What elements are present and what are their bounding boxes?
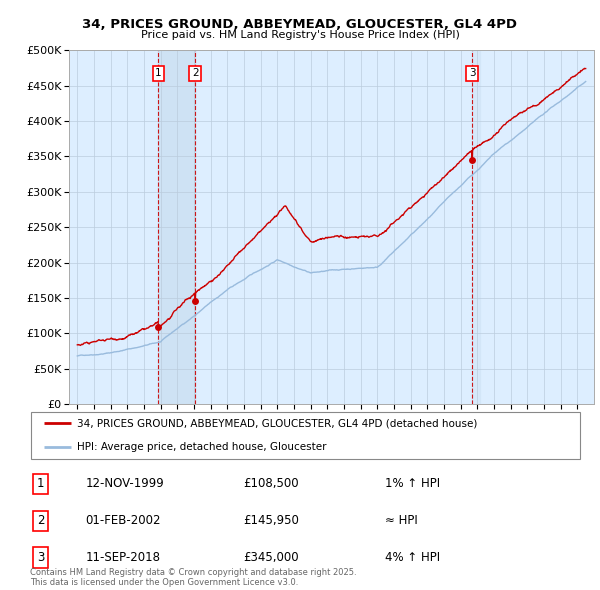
Text: 4% ↑ HPI: 4% ↑ HPI [385, 551, 440, 564]
Text: £345,000: £345,000 [244, 551, 299, 564]
Text: £145,950: £145,950 [244, 514, 299, 527]
Text: Contains HM Land Registry data © Crown copyright and database right 2025.
This d: Contains HM Land Registry data © Crown c… [30, 568, 356, 587]
Text: ≈ HPI: ≈ HPI [385, 514, 418, 527]
Text: HPI: Average price, detached house, Gloucester: HPI: Average price, detached house, Glou… [77, 442, 326, 453]
Text: 34, PRICES GROUND, ABBEYMEAD, GLOUCESTER, GL4 4PD (detached house): 34, PRICES GROUND, ABBEYMEAD, GLOUCESTER… [77, 418, 477, 428]
Text: Price paid vs. HM Land Registry's House Price Index (HPI): Price paid vs. HM Land Registry's House … [140, 30, 460, 40]
Bar [158, 50, 196, 404]
Text: 1: 1 [155, 68, 162, 78]
Text: 01-FEB-2002: 01-FEB-2002 [86, 514, 161, 527]
Text: 12-NOV-1999: 12-NOV-1999 [86, 477, 164, 490]
Text: 1: 1 [37, 477, 44, 490]
FancyBboxPatch shape [31, 412, 580, 459]
Text: 2: 2 [192, 68, 199, 78]
Text: 1% ↑ HPI: 1% ↑ HPI [385, 477, 440, 490]
Text: 3: 3 [469, 68, 475, 78]
Text: £108,500: £108,500 [244, 477, 299, 490]
Text: 3: 3 [37, 551, 44, 564]
Text: 11-SEP-2018: 11-SEP-2018 [86, 551, 161, 564]
Text: 2: 2 [37, 514, 44, 527]
Text: 34, PRICES GROUND, ABBEYMEAD, GLOUCESTER, GL4 4PD: 34, PRICES GROUND, ABBEYMEAD, GLOUCESTER… [83, 18, 517, 31]
Bar [472, 50, 481, 404]
